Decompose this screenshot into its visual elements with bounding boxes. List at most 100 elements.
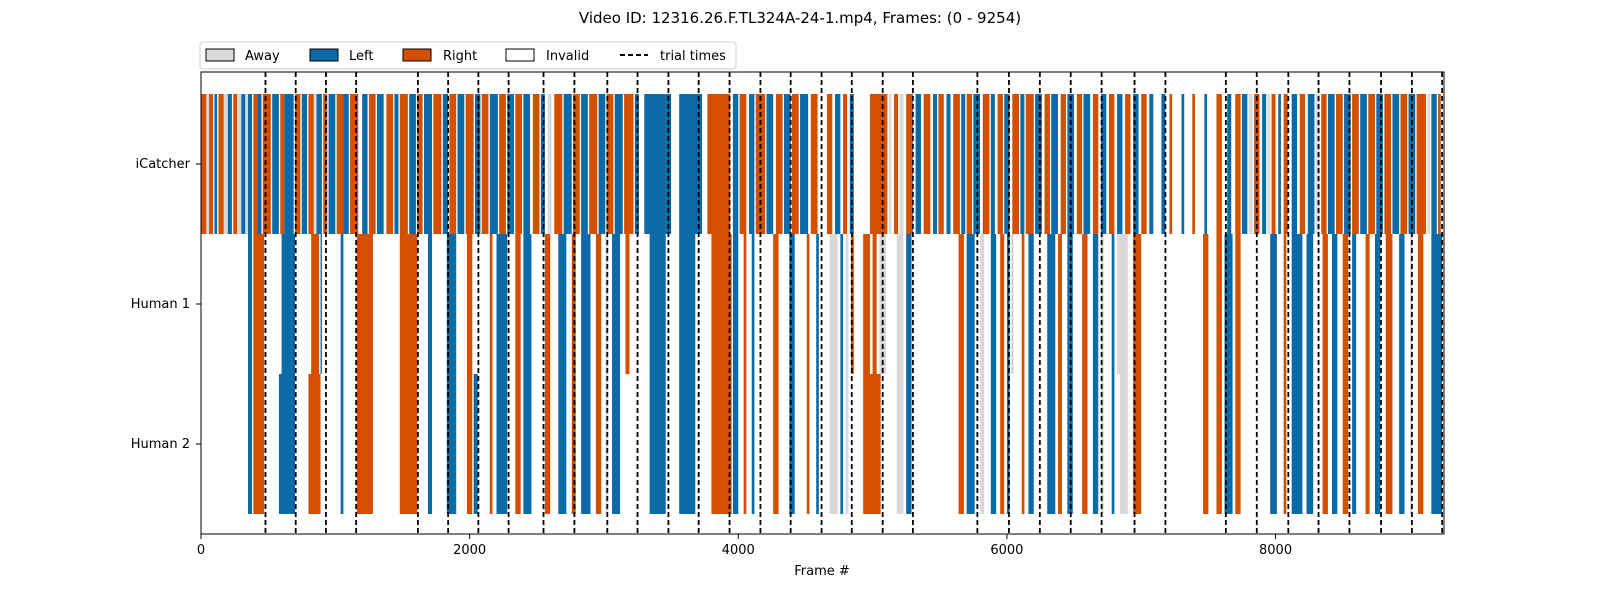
segment-right [826,94,833,234]
segment-away [245,94,249,234]
legend-label-away: Away [245,49,280,64]
segment-left [840,374,844,514]
segment-left [1291,94,1298,234]
segment-away [980,234,985,374]
legend-swatch-invalid [505,48,535,62]
segment-left [915,94,921,234]
x-tick-label: 0 [197,543,205,558]
segment-left [428,374,433,514]
segment-right [1216,234,1222,374]
segment-left [816,234,819,374]
segment-right [1283,94,1288,234]
segment-left [1331,374,1338,514]
segment-right [872,234,877,374]
segment-away [845,374,849,514]
segment-left [732,234,739,374]
segment-left [1307,94,1315,234]
segment-left [1028,374,1034,514]
segment-left [1227,94,1232,234]
segment-right [280,94,285,234]
segment-left [1047,234,1056,374]
segment-left [523,374,532,514]
segment-right [792,94,799,234]
segment-right [1025,94,1034,234]
segment-left [1083,94,1091,234]
segment-right [417,94,423,234]
segment-right [1235,374,1241,514]
segment-away [899,94,904,234]
segment-left [1092,374,1099,514]
segment-left [1047,374,1056,514]
segment-left [257,94,262,234]
segment-left [800,94,809,234]
segment-away [829,374,838,514]
segment-right [1216,374,1222,514]
segment-right [1216,94,1222,234]
segment-right [209,94,214,234]
segment-right [311,234,320,374]
segment-right [1169,94,1173,234]
legend-swatch-right [402,48,432,62]
x-tick-label: 8000 [1259,543,1292,558]
segment-right [1385,374,1393,514]
segment-left [1291,234,1303,374]
segment-left [362,94,368,234]
segment-away [888,94,892,234]
segment-left [214,94,218,234]
x-axis-label: Frame # [794,564,850,579]
segment-left [1100,94,1107,234]
segment-left [612,234,621,374]
segment-left [473,374,478,514]
segment-left [272,94,279,234]
segment-right [489,374,493,514]
segment-left [1051,94,1058,234]
segment-left [1270,374,1277,514]
segment-right [1416,94,1426,234]
segment-right [624,94,634,234]
segment-right [869,94,888,234]
segment-right [532,94,540,234]
y-tick-label-human-2: Human 2 [131,437,190,452]
segment-right [863,374,881,514]
segment-left [933,94,938,234]
segment-right [806,374,810,514]
segment-right [433,94,442,234]
segment-left [1224,234,1233,374]
segment-left [679,374,696,514]
segment-right [1133,374,1142,514]
segment-left [457,94,465,234]
segment-right [356,374,373,514]
segment-right [773,234,779,374]
segment-right [1092,94,1099,234]
segment-left [766,94,774,234]
segment-right [739,94,747,234]
segment-right [465,94,474,234]
segment-away [896,234,904,374]
segment-right [262,94,271,234]
segment-right [1000,374,1005,514]
chart-legend: Away Left Right Invalid trial times [199,41,737,70]
segment-left [966,234,975,374]
segment-right [1283,374,1287,514]
segment-left [1181,94,1185,234]
segment-right [1082,374,1088,514]
segment-left [966,374,975,514]
segment-left [278,374,296,514]
x-tick-label: 6000 [990,543,1023,558]
segment-right [606,94,614,234]
segment-right [399,94,408,234]
segment-away [1119,374,1128,514]
segment-right [399,234,418,374]
segment-left [990,234,997,374]
segment-right [1012,94,1020,234]
trial-time-lines [264,72,1444,534]
segment-right [906,94,913,234]
segment-left [558,234,567,374]
segment-left [1278,94,1281,234]
segment-right [775,94,783,234]
legend-label-invalid: Invalid [546,49,589,64]
segment-right [336,94,344,234]
segment-right [843,94,848,234]
y-tick-label-human-1: Human 1 [131,297,190,312]
